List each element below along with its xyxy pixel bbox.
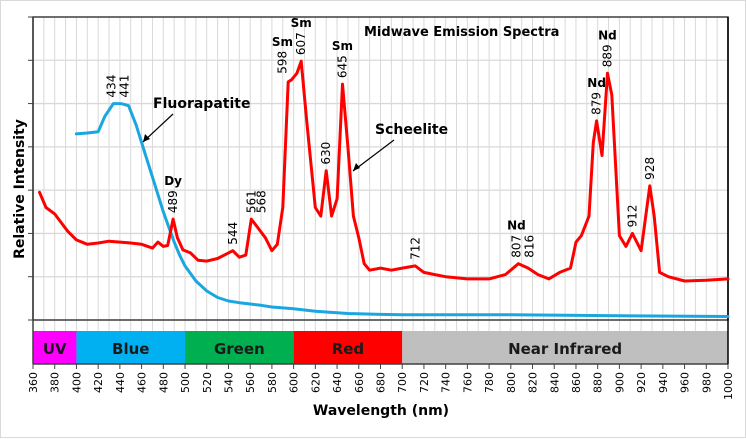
x-tick-label: 680 xyxy=(375,372,388,393)
peak-label-544: 544 xyxy=(226,222,240,245)
peak-label-598: 598 xyxy=(275,51,289,74)
peak-label-912: 912 xyxy=(625,205,639,228)
x-tick-label: 820 xyxy=(527,372,540,393)
peak-label-607: 607 xyxy=(294,32,308,55)
fluorapatite-callout-label: Fluorapatite xyxy=(153,96,250,112)
x-tick-label: 880 xyxy=(592,372,605,393)
element-label: Nd xyxy=(507,219,526,233)
peak-label-879: 879 xyxy=(590,92,604,115)
peak-label-568: 568 xyxy=(254,190,268,213)
series-scheelite xyxy=(40,61,729,281)
chart-title: Midwave Emission Spectra xyxy=(364,25,559,40)
x-tick-label: 940 xyxy=(657,372,670,393)
x-tick-label: 620 xyxy=(309,372,322,393)
peak-label-630: 630 xyxy=(319,142,333,165)
x-tick-label: 1000 xyxy=(722,372,735,400)
x-tick-label: 660 xyxy=(353,372,366,393)
peak-label-889: 889 xyxy=(600,44,614,67)
x-tick-label: 900 xyxy=(613,372,626,393)
x-tick-label: 380 xyxy=(49,372,62,393)
peak-label-434: 434 xyxy=(104,75,118,98)
x-tick-label: 960 xyxy=(679,372,692,393)
series-lines xyxy=(40,61,729,316)
x-tick-label: 360 xyxy=(27,372,40,393)
band-label: Red xyxy=(332,340,364,358)
peak-label-807: 807 xyxy=(509,235,523,258)
x-tick-label: 700 xyxy=(396,372,409,393)
x-tick-label: 600 xyxy=(288,372,301,393)
grid xyxy=(33,17,728,364)
x-tick-label: 860 xyxy=(570,372,583,393)
x-axis-title: Wavelength (nm) xyxy=(313,403,449,419)
element-label: Sm xyxy=(272,35,293,49)
band-label: Near Infrared xyxy=(508,340,622,358)
x-tick-label: 800 xyxy=(505,372,518,393)
x-tick-label: 520 xyxy=(201,372,214,393)
x-tick-label: 460 xyxy=(136,372,149,393)
x-tick-label: 720 xyxy=(418,372,431,393)
x-tick-label: 760 xyxy=(461,372,474,393)
x-tick-label: 480 xyxy=(157,372,170,393)
x-tick-label: 920 xyxy=(635,372,648,393)
x-tick-label: 580 xyxy=(266,372,279,393)
band-label: Blue xyxy=(112,340,149,358)
element-label: Sm xyxy=(291,16,312,30)
peak-label-645: 645 xyxy=(335,55,349,78)
element-label: Sm xyxy=(332,39,353,53)
peak-label-441: 441 xyxy=(117,75,131,98)
spectral-bands: UV Blue Green Red Near Infrared xyxy=(33,331,728,364)
fluorapatite-arrowhead-icon xyxy=(143,134,150,142)
x-tick-label: 740 xyxy=(440,372,453,393)
x-tick-label: 560 xyxy=(244,372,257,393)
x-tick-label: 540 xyxy=(222,372,235,393)
x-tick-label: 440 xyxy=(114,372,127,393)
scheelite-callout-label: Scheelite xyxy=(375,122,448,138)
peak-label-928: 928 xyxy=(643,157,657,180)
y-axis-title: Relative Intensity xyxy=(12,119,28,259)
x-tick-label: 500 xyxy=(179,372,192,393)
band-label: Green xyxy=(214,340,265,358)
x-tick-label: 840 xyxy=(548,372,561,393)
band-label: UV xyxy=(43,340,67,358)
element-label: Dy xyxy=(164,174,182,188)
x-tick-label: 640 xyxy=(331,372,344,393)
peak-label-489: 489 xyxy=(166,190,180,213)
x-tick-label: 400 xyxy=(70,372,83,393)
peak-label-816: 816 xyxy=(522,235,536,258)
x-tick-label: 980 xyxy=(700,372,713,393)
peak-label-712: 712 xyxy=(408,237,422,260)
element-label: Nd xyxy=(587,76,606,90)
x-tick-label: 780 xyxy=(483,372,496,393)
element-label: Nd xyxy=(598,28,617,42)
x-tick-label: 420 xyxy=(92,372,105,393)
